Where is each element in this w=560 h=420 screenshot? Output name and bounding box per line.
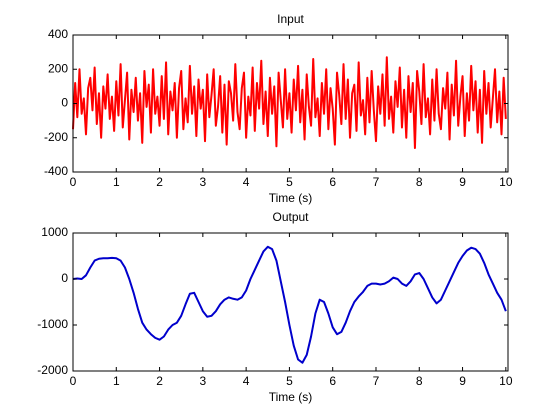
y-tick-label: 200 [48,61,68,75]
chart-title: Input [277,12,304,26]
x-tick-label: 1 [113,175,120,189]
y-tick-label: 0 [61,271,68,285]
x-tick-label: 6 [329,374,336,388]
x-tick-label: 4 [243,374,250,388]
x-tick-label: 9 [459,374,466,388]
x-tick-label: 9 [459,175,466,189]
x-tick-label: 8 [416,374,423,388]
y-tick-label: -400 [44,164,68,178]
y-tick-label: 400 [48,27,68,41]
x-tick-label: 4 [243,175,250,189]
x-tick-label: 6 [329,175,336,189]
chart-title: Output [272,210,309,224]
y-tick-label: -2000 [37,363,68,377]
x-tick-label: 10 [499,175,513,189]
x-tick-label: 5 [286,175,293,189]
y-tick-label: 0 [61,96,68,110]
x-tick-label: 2 [156,374,163,388]
x-tick-label: 7 [373,374,380,388]
x-tick-label: 0 [70,175,77,189]
axes-box [72,232,509,372]
x-tick-label: 10 [499,374,513,388]
x-tick-label: 3 [200,374,207,388]
y-tick-label: 1000 [41,225,68,239]
x-tick-label: 1 [113,374,120,388]
x-axis-label: Time (s) [269,191,313,205]
y-tick-label: -1000 [37,317,68,331]
x-tick-label: 8 [416,175,423,189]
plot-area [73,233,508,371]
x-tick-label: 2 [156,175,163,189]
x-tick-label: 3 [200,175,207,189]
x-tick-label: 7 [373,175,380,189]
data-line [72,56,507,150]
x-tick-label: 5 [286,374,293,388]
x-axis-label: Time (s) [269,390,313,404]
x-tick-label: 0 [70,374,77,388]
y-tick-label: -200 [44,130,68,144]
data-line [72,245,507,364]
